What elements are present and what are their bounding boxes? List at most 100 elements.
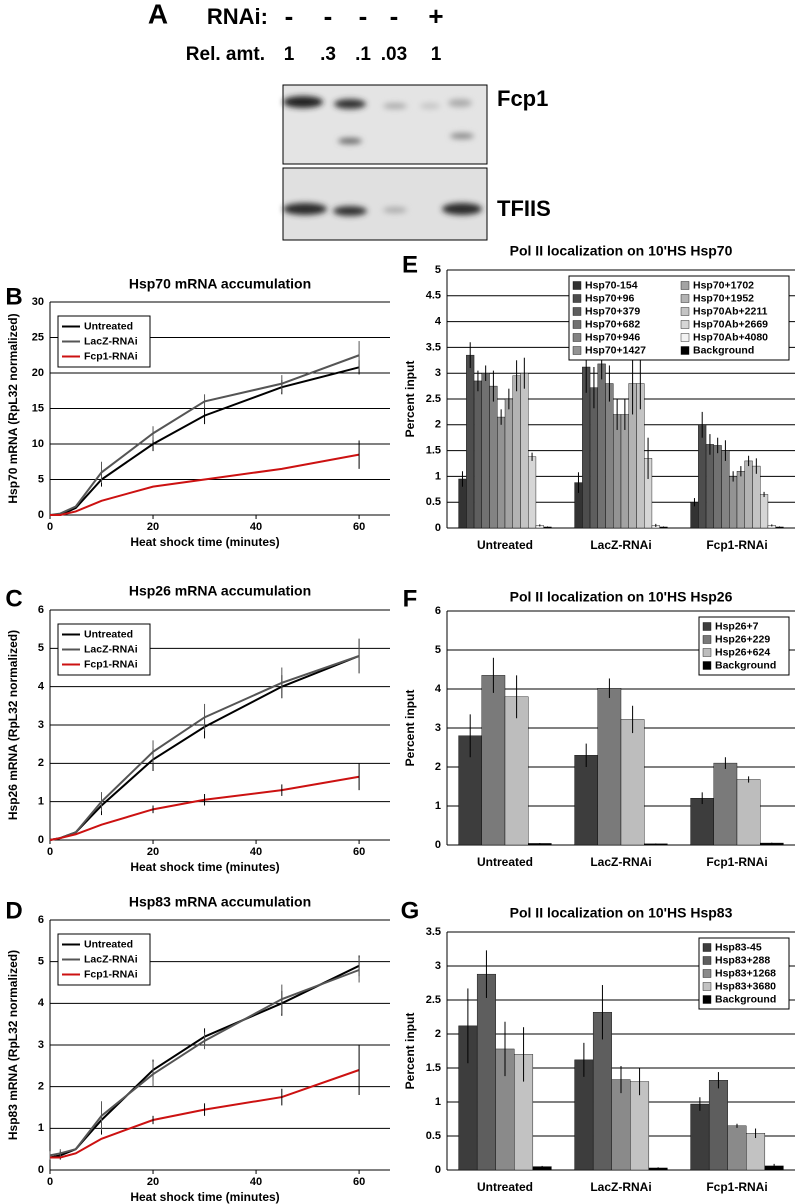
blot-bands (283, 96, 482, 216)
x-tick-label: 40 (250, 521, 262, 533)
panel-label: A (148, 0, 168, 29)
legend-swatch (702, 635, 712, 644)
legend-label: Background (715, 993, 776, 1005)
y-tick-label: 6 (435, 605, 441, 617)
y-tick-label: 5 (435, 644, 441, 656)
y-tick-label: 15 (32, 402, 44, 414)
y-tick-label: 5 (435, 264, 441, 276)
lane-label: 1 (284, 44, 295, 65)
legend-swatch (702, 956, 712, 965)
legend-label: Hsp70+379 (585, 305, 640, 317)
legend-swatch (680, 346, 690, 355)
line (50, 453, 360, 516)
legend-label: Fcp1-RNAi (84, 968, 138, 980)
legend-label: Hsp70Ab+2211 (693, 305, 768, 317)
y-tick-label: 3 (38, 719, 44, 731)
line (49, 969, 360, 1157)
x-tick-label: 40 (250, 846, 262, 858)
x-tick-label: 20 (147, 1176, 159, 1188)
legend-label: Hsp70+96 (585, 292, 634, 304)
y-tick-label: 3 (435, 960, 441, 972)
legend-label: Hsp70+682 (585, 318, 640, 330)
legend-label: Hsp70Ab+4080 (693, 331, 768, 343)
legend-swatch (702, 661, 712, 670)
y-tick-label: 2 (435, 419, 441, 431)
legend-swatch (572, 281, 582, 290)
lane-label: - (324, 1, 333, 31)
legend-label: Hsp83+288 (715, 954, 770, 966)
bar (620, 414, 629, 529)
bar (512, 375, 521, 529)
line (49, 655, 360, 841)
lane-label: .3 (320, 44, 336, 65)
legend-swatch (702, 622, 712, 631)
legend-box (698, 616, 790, 676)
legend-label: Hsp70+1702 (693, 279, 754, 291)
x-tick-label: 20 (147, 521, 159, 533)
y-tick-label: 30 (32, 296, 44, 308)
band-label: TFIIS (497, 196, 551, 221)
legend-swatch (572, 307, 582, 316)
bar (466, 354, 475, 529)
lane-label: - (390, 1, 399, 31)
y-axis-label: Percent input (403, 1013, 417, 1090)
x-tick-label: Untreated (477, 855, 533, 869)
bar (752, 465, 761, 529)
legend-label: Hsp70+1427 (585, 344, 646, 356)
chart-title: Hsp70 mRNA accumulation (129, 276, 311, 292)
y-axis-label: Hsp70 mRNA (RpL32 normalized) (6, 313, 20, 503)
panel-label: C (5, 585, 22, 612)
legend-swatch (572, 320, 582, 329)
legend-swatch (702, 995, 712, 1004)
lane-label: - (359, 1, 368, 31)
lane-label: 1 (431, 44, 442, 65)
legend-label: Hsp70-154 (585, 279, 638, 291)
x-tick-label: 20 (147, 846, 159, 858)
y-axis-label: Hsp83 mRNA (RpL32 normalized) (6, 950, 20, 1140)
blot-panel: A RNAi: Rel. amt. Fcp1 TFIIS (148, 0, 551, 241)
y-tick-label: 0 (435, 522, 441, 534)
y-tick-label: 6 (38, 914, 44, 926)
line (49, 655, 360, 841)
legend-label: Untreated (84, 320, 133, 332)
legend-label: Hsp83+3680 (715, 980, 776, 992)
bar (605, 383, 614, 529)
x-tick-label: 60 (353, 521, 365, 533)
y-tick-label: 0.5 (426, 496, 441, 508)
legend-swatch (702, 943, 712, 952)
bar (528, 456, 537, 529)
legend-swatch (680, 294, 690, 303)
y-tick-label: 4 (435, 683, 442, 695)
bar (497, 416, 506, 529)
legend-swatch (572, 333, 582, 342)
legend-swatch (702, 648, 712, 657)
chart-title: Pol II localization on 10'HS Hsp83 (510, 905, 733, 921)
y-tick-label: 0 (435, 839, 441, 851)
bar (504, 696, 529, 846)
legend-swatch (572, 346, 582, 355)
bar (729, 476, 738, 529)
lane-label: + (428, 1, 443, 31)
legend-label: Hsp70Ab+2669 (693, 318, 768, 330)
bar (690, 1103, 710, 1171)
panel-label: D (5, 897, 22, 924)
y-tick-label: 5 (38, 642, 44, 654)
legend-label: Fcp1-RNAi (84, 350, 138, 362)
y-tick-label: 2 (435, 1028, 441, 1040)
y-tick-label: 0 (38, 834, 44, 846)
legend-label: Untreated (84, 938, 133, 950)
legend-label: Hsp70+1952 (693, 292, 754, 304)
y-tick-label: 3 (435, 367, 441, 379)
y-tick-label: 2.5 (426, 994, 441, 1006)
line (49, 354, 360, 516)
y-tick-label: 4.5 (426, 290, 441, 302)
y-tick-label: 3.5 (426, 926, 441, 938)
y-tick-label: 2 (38, 757, 44, 769)
legend-label: Hsp83+1268 (715, 967, 776, 979)
y-tick-label: 3 (38, 1039, 44, 1051)
legend-swatch (572, 294, 582, 303)
bar (481, 675, 506, 846)
legend-box (568, 275, 790, 361)
y-tick-label: 5 (38, 956, 44, 968)
y-tick-label: 1 (435, 1096, 441, 1108)
